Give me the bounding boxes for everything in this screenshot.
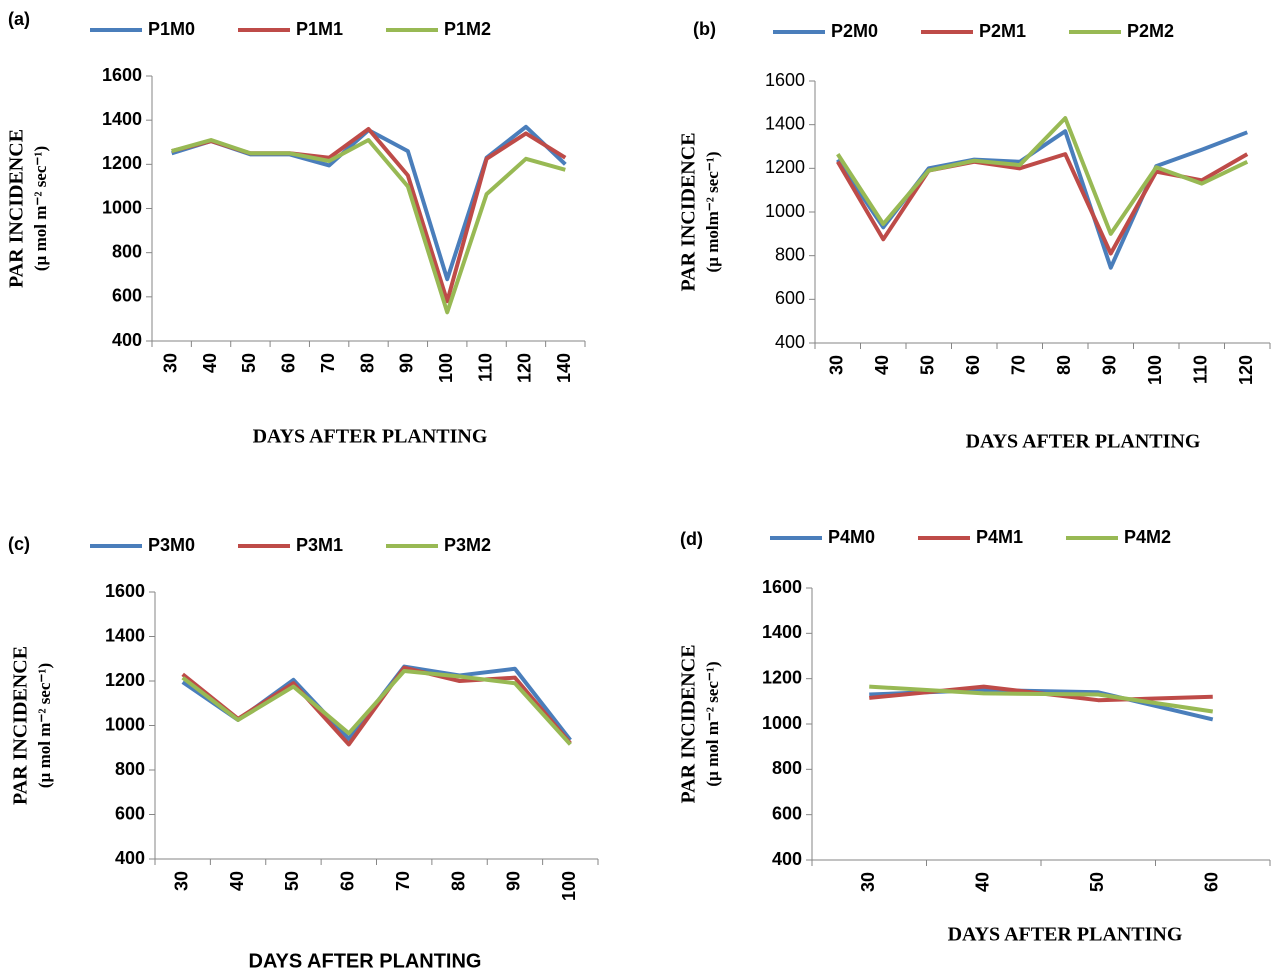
series-line [171, 138, 566, 315]
x-tick-label: 120 [1236, 355, 1256, 385]
x-tick-label: 50 [239, 353, 259, 373]
x-tick-label: 30 [858, 872, 878, 892]
legend-label: P4M2 [1124, 527, 1171, 547]
panel-label: (b) [693, 19, 716, 39]
x-axis-title: DAYS AFTER PLANTING [948, 924, 1183, 946]
x-tick-label: 70 [318, 353, 338, 373]
y-tick-label: 1200 [765, 157, 805, 177]
legend-label: P4M0 [828, 527, 875, 547]
x-tick-label: 30 [160, 353, 180, 373]
y-axis-subtitle: (µ mol m⁻² sec⁻¹) [31, 146, 50, 271]
x-tick-label: 30 [827, 355, 847, 375]
y-tick-label: 1000 [765, 201, 805, 221]
x-axis-title: DAYS AFTER PLANTING [966, 431, 1201, 453]
x-tick-label: 40 [227, 871, 247, 891]
y-axis-title: PAR INCIDENCE [678, 132, 700, 291]
y-tick-label: 800 [775, 244, 805, 264]
series-line [836, 116, 1249, 236]
series-line [181, 665, 572, 747]
x-tick-label: 50 [1087, 872, 1107, 892]
y-tick-label: 1400 [105, 625, 145, 645]
legend-label: P2M0 [831, 21, 878, 41]
panel-label: (d) [680, 529, 703, 549]
x-axis-title: DAYS AFTER PLANTING [249, 950, 482, 972]
x-tick-label: 60 [1202, 872, 1222, 892]
y-tick-label: 400 [112, 330, 142, 350]
y-tick-label: 1000 [102, 197, 142, 217]
legend-label: P3M2 [444, 535, 491, 555]
series-line [869, 684, 1214, 714]
y-tick-label: 1000 [762, 713, 802, 733]
legend-label: P4M1 [976, 527, 1023, 547]
x-axis-title: DAYS AFTER PLANTING [253, 426, 488, 448]
x-tick-label: 60 [279, 353, 299, 373]
legend-label: P1M0 [148, 19, 195, 39]
x-tick-label: 80 [1054, 355, 1074, 375]
y-tick-label: 1200 [102, 153, 142, 173]
y-axis-title: PAR INCIDENCE [6, 129, 28, 288]
y-tick-label: 600 [112, 286, 142, 306]
y-tick-label: 1000 [105, 714, 145, 734]
x-tick-label: 90 [397, 353, 417, 373]
y-tick-label: 1400 [765, 113, 805, 133]
y-tick-label: 1600 [765, 70, 805, 90]
y-tick-label: 1400 [102, 109, 142, 129]
y-tick-label: 1200 [105, 670, 145, 690]
y-tick-label: 400 [772, 849, 802, 869]
x-tick-label: 70 [1009, 355, 1029, 375]
legend-label: P2M1 [979, 21, 1026, 41]
x-tick-label: 70 [393, 871, 413, 891]
x-tick-label: 30 [171, 871, 191, 891]
legend-label: P1M2 [444, 19, 491, 39]
y-axis-title: PAR INCIDENCE [10, 646, 32, 805]
y-tick-label: 400 [775, 332, 805, 352]
x-tick-label: 80 [448, 871, 468, 891]
y-tick-label: 800 [112, 241, 142, 261]
y-tick-label: 600 [115, 803, 145, 823]
x-tick-label: 50 [918, 355, 938, 375]
x-tick-label: 40 [872, 355, 892, 375]
x-tick-label: 40 [200, 353, 220, 373]
y-tick-label: 1600 [105, 581, 145, 601]
y-tick-label: 400 [115, 848, 145, 868]
legend-label: P3M0 [148, 535, 195, 555]
legend-label: P3M1 [296, 535, 343, 555]
panel-label: (a) [8, 9, 30, 29]
x-tick-label: 40 [973, 872, 993, 892]
y-axis-subtitle: (µ molm⁻² sec⁻¹) [703, 151, 722, 272]
series-line [171, 124, 567, 282]
legend-label: P1M1 [296, 19, 343, 39]
y-tick-label: 600 [775, 288, 805, 308]
x-tick-label: 120 [515, 353, 535, 383]
x-tick-label: 100 [1145, 355, 1165, 385]
x-tick-label: 100 [559, 871, 579, 901]
x-tick-label: 100 [436, 353, 456, 383]
x-tick-label: 110 [1191, 355, 1211, 384]
panel-label: (c) [8, 534, 30, 554]
x-tick-label: 110 [475, 353, 495, 382]
x-tick-label: 140 [554, 353, 574, 383]
y-tick-label: 1600 [102, 65, 142, 85]
y-tick-label: 1400 [762, 622, 802, 642]
x-tick-label: 60 [963, 355, 983, 375]
x-tick-label: 50 [282, 871, 302, 891]
y-axis-subtitle: (µ mol m⁻² sec⁻¹) [703, 661, 722, 786]
y-tick-label: 800 [115, 759, 145, 779]
legend-label: P2M2 [1127, 21, 1174, 41]
y-tick-label: 800 [772, 758, 802, 778]
series-line [836, 129, 1248, 270]
x-tick-label: 60 [338, 871, 358, 891]
series-line [171, 127, 567, 304]
y-tick-label: 1200 [762, 667, 802, 687]
y-axis-subtitle: (µ mol m⁻² sec⁻¹) [35, 663, 54, 788]
y-tick-label: 1600 [762, 577, 802, 597]
y-axis-title: PAR INCIDENCE [678, 644, 700, 803]
x-tick-label: 90 [504, 871, 524, 891]
y-tick-label: 600 [772, 803, 802, 823]
series-line [181, 668, 572, 746]
x-tick-label: 90 [1100, 355, 1120, 375]
x-tick-label: 80 [357, 353, 377, 373]
